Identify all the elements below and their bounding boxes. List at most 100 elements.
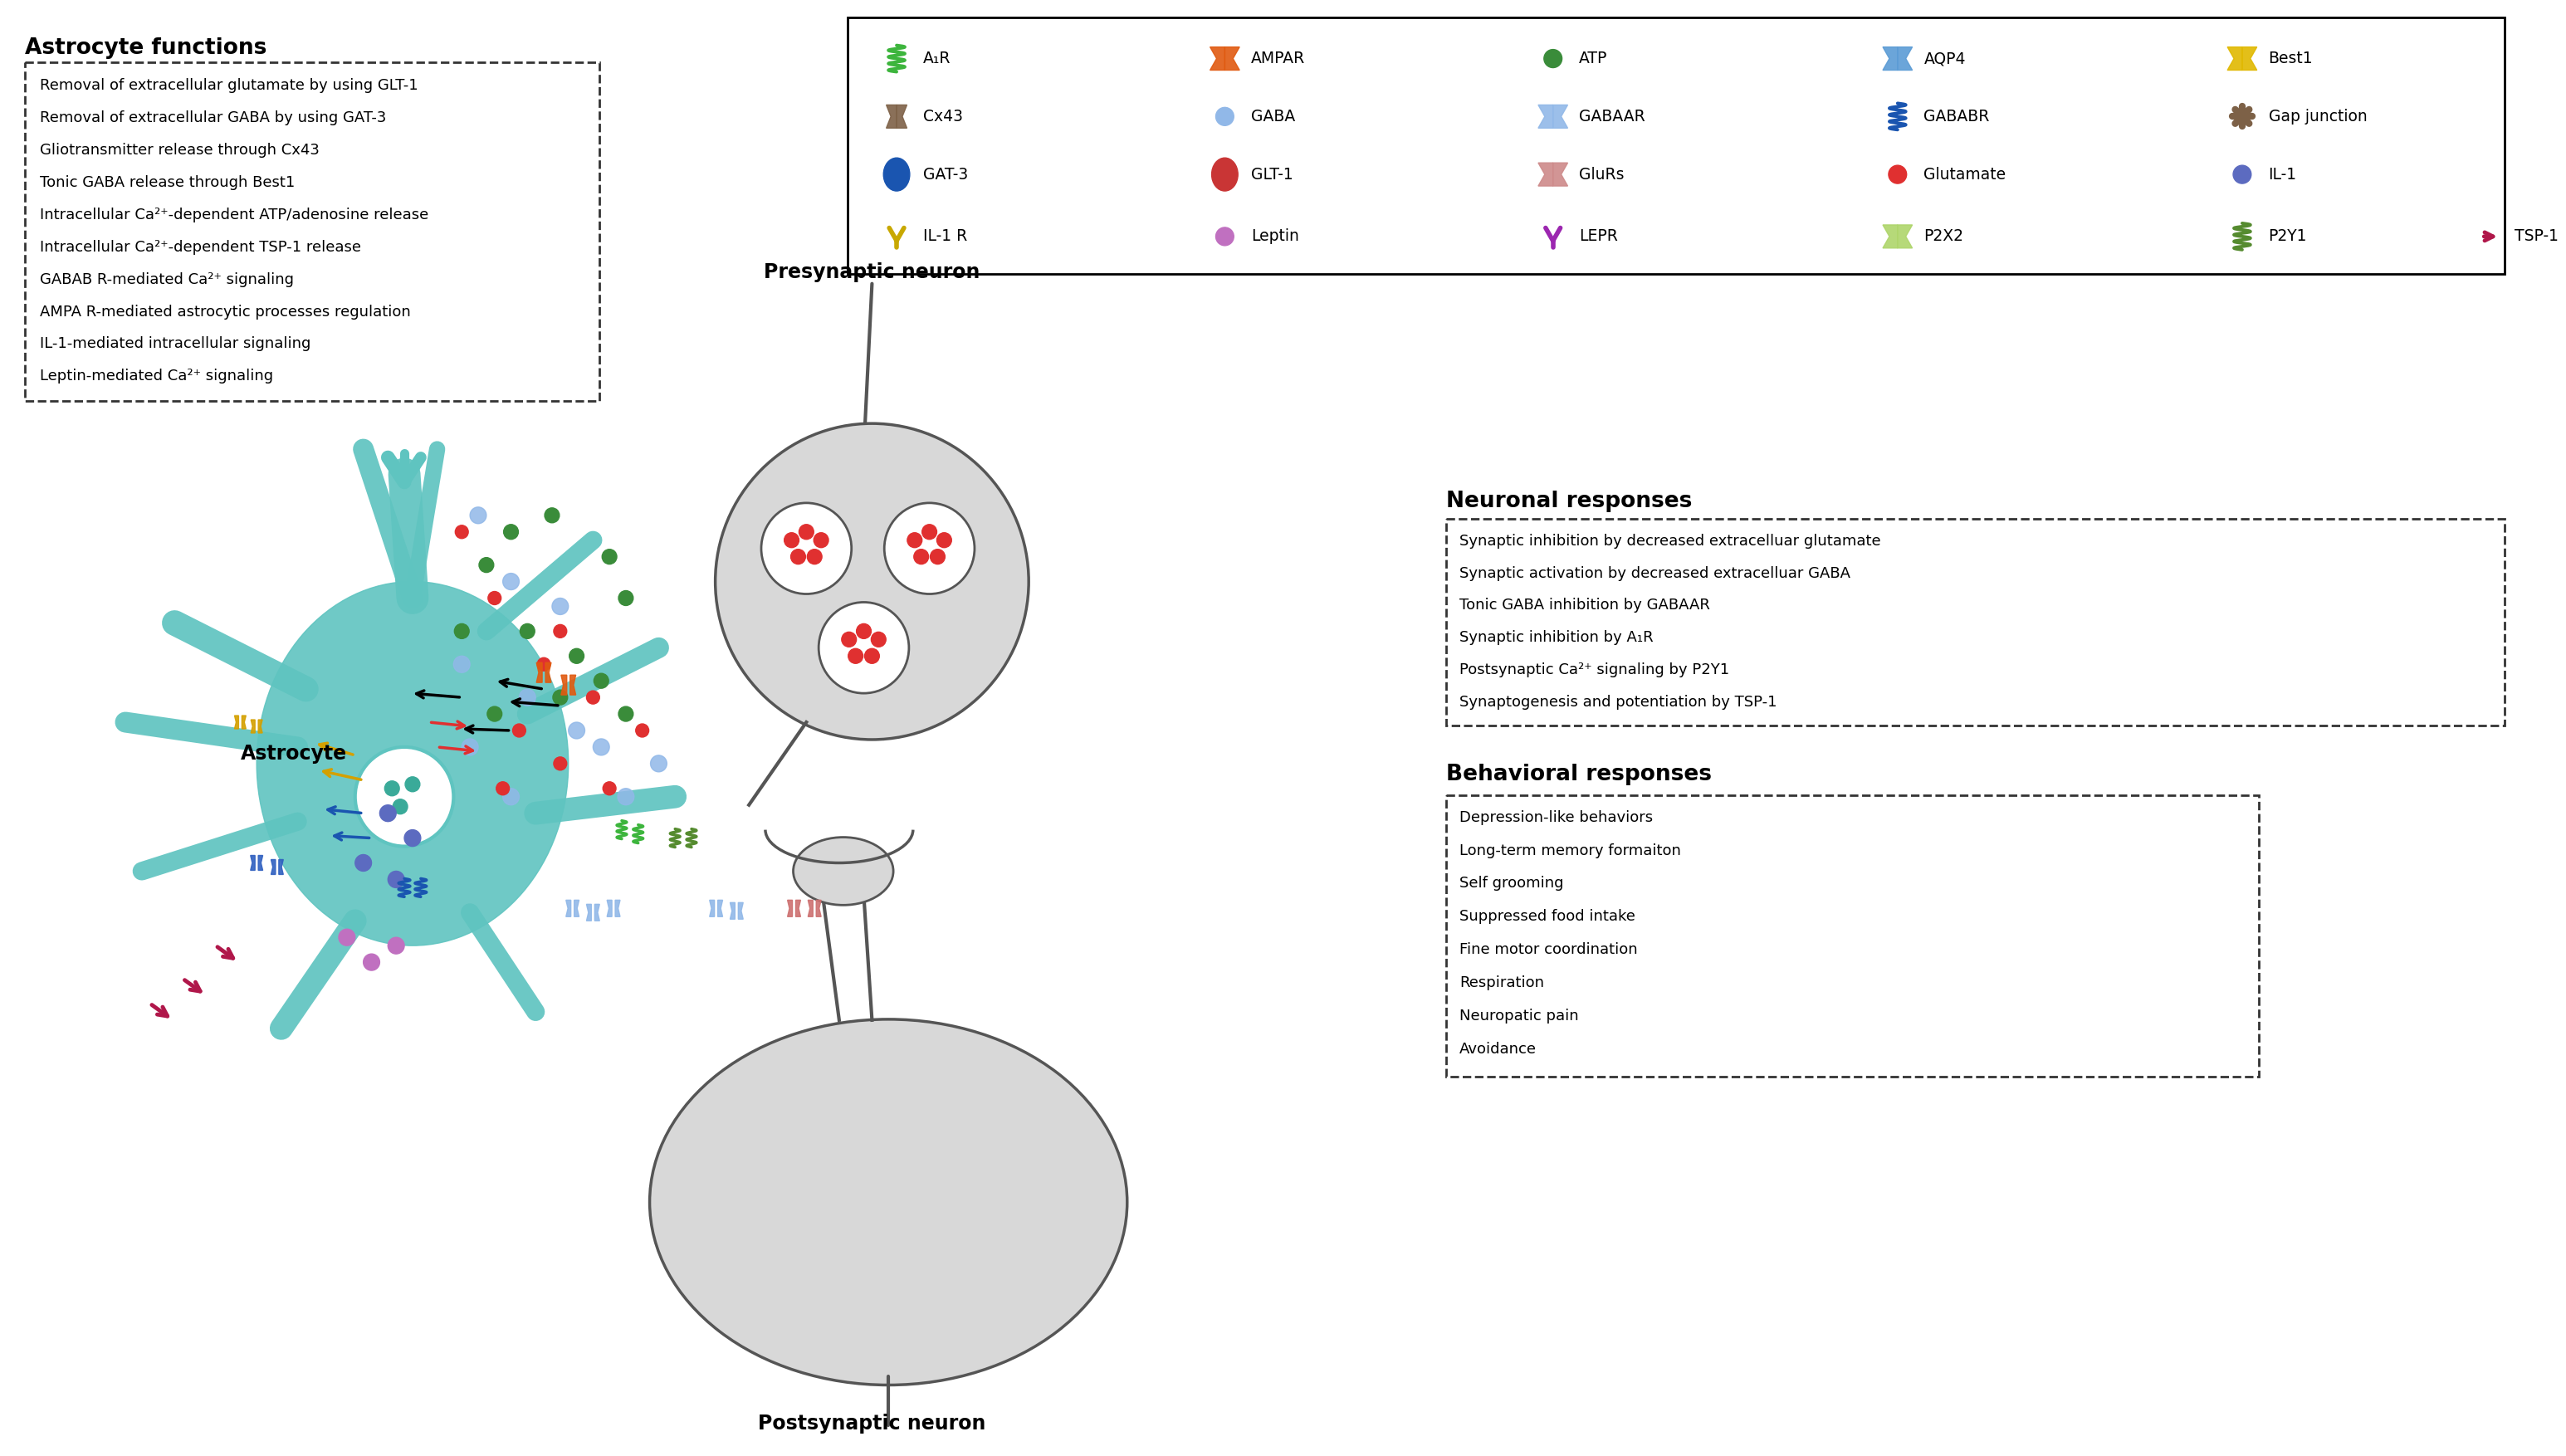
- Circle shape: [454, 526, 470, 539]
- Polygon shape: [608, 900, 611, 917]
- Circle shape: [913, 549, 929, 563]
- Text: Gap junction: Gap junction: [2268, 109, 2366, 124]
- Polygon shape: [1899, 47, 1912, 70]
- Circle shape: [354, 855, 372, 871]
- Text: GLT-1: GLT-1: [1252, 166, 1293, 182]
- Circle shape: [552, 598, 570, 614]
- Text: AMPA R-mediated astrocytic processes regulation: AMPA R-mediated astrocytic processes reg…: [41, 304, 411, 319]
- Polygon shape: [1883, 47, 1899, 70]
- Circle shape: [865, 648, 880, 664]
- Polygon shape: [1537, 163, 1552, 186]
- Circle shape: [603, 782, 616, 795]
- Circle shape: [570, 722, 585, 738]
- Circle shape: [618, 591, 634, 606]
- Circle shape: [462, 738, 477, 756]
- Text: Glutamate: Glutamate: [1924, 166, 2007, 182]
- Polygon shape: [251, 719, 254, 732]
- Circle shape: [454, 623, 470, 639]
- Text: Synaptic activation by decreased extracelluar GABA: Synaptic activation by decreased extrace…: [1460, 566, 1850, 581]
- Circle shape: [808, 549, 821, 563]
- Polygon shape: [616, 900, 621, 917]
- Text: ATP: ATP: [1578, 51, 1609, 67]
- Circle shape: [931, 549, 944, 563]
- Circle shape: [842, 632, 857, 646]
- Text: LEPR: LEPR: [1578, 229, 1619, 245]
- Circle shape: [364, 954, 380, 971]
- Text: Fine motor coordination: Fine motor coordination: [1460, 942, 1637, 957]
- Circle shape: [513, 724, 526, 737]
- Text: GAT-3: GAT-3: [924, 166, 967, 182]
- Circle shape: [521, 623, 534, 639]
- Text: Respiration: Respiration: [1460, 976, 1545, 990]
- Polygon shape: [595, 904, 600, 920]
- Text: Astrocyte: Astrocyte: [241, 744, 346, 763]
- Polygon shape: [588, 904, 590, 920]
- Circle shape: [488, 591, 500, 604]
- Circle shape: [544, 508, 559, 523]
- Ellipse shape: [2232, 166, 2250, 183]
- Ellipse shape: [1889, 166, 1907, 183]
- Circle shape: [593, 738, 611, 756]
- Circle shape: [937, 533, 952, 547]
- Circle shape: [488, 706, 503, 721]
- Polygon shape: [272, 859, 275, 875]
- Circle shape: [552, 690, 567, 705]
- Circle shape: [872, 632, 885, 646]
- Polygon shape: [808, 900, 813, 917]
- Circle shape: [503, 574, 518, 590]
- Circle shape: [588, 690, 600, 705]
- Circle shape: [518, 689, 536, 706]
- Circle shape: [813, 533, 829, 547]
- Text: IL-1-mediated intracellular signaling: IL-1-mediated intracellular signaling: [41, 336, 310, 351]
- Polygon shape: [1537, 105, 1552, 128]
- Text: Tonic GABA release through Best1: Tonic GABA release through Best1: [41, 175, 295, 191]
- Polygon shape: [718, 900, 724, 917]
- Polygon shape: [234, 715, 239, 729]
- Circle shape: [470, 507, 488, 524]
- Circle shape: [405, 778, 421, 792]
- Text: GABA: GABA: [1252, 109, 1296, 124]
- Ellipse shape: [1545, 50, 1563, 67]
- Circle shape: [649, 756, 667, 772]
- Polygon shape: [731, 903, 734, 919]
- Text: P2Y1: P2Y1: [2268, 229, 2307, 245]
- Text: Synaptic inhibition by decreased extracelluar glutamate: Synaptic inhibition by decreased extrace…: [1460, 533, 1881, 549]
- Polygon shape: [1211, 47, 1224, 70]
- Circle shape: [503, 788, 518, 805]
- Circle shape: [554, 625, 567, 638]
- Circle shape: [387, 938, 405, 954]
- Text: AMPAR: AMPAR: [1252, 51, 1306, 67]
- Ellipse shape: [716, 424, 1029, 738]
- Text: Postsynaptic Ca²⁺ signaling by P2Y1: Postsynaptic Ca²⁺ signaling by P2Y1: [1460, 662, 1729, 677]
- FancyBboxPatch shape: [847, 17, 2504, 274]
- Circle shape: [849, 648, 862, 664]
- Text: Self grooming: Self grooming: [1460, 877, 1563, 891]
- Polygon shape: [575, 900, 580, 917]
- Circle shape: [554, 757, 567, 770]
- Text: GABAB R-mediated Ca²⁺ signaling: GABAB R-mediated Ca²⁺ signaling: [41, 272, 295, 287]
- Text: Postsynaptic neuron: Postsynaptic neuron: [757, 1414, 985, 1434]
- Circle shape: [618, 788, 634, 805]
- Circle shape: [785, 533, 798, 547]
- Circle shape: [454, 657, 470, 673]
- Text: GABABR: GABABR: [1924, 109, 1989, 124]
- Polygon shape: [536, 662, 541, 683]
- Circle shape: [385, 780, 400, 796]
- Circle shape: [636, 724, 649, 737]
- Polygon shape: [788, 900, 793, 917]
- Polygon shape: [259, 856, 262, 871]
- Polygon shape: [711, 900, 713, 917]
- Circle shape: [503, 524, 518, 539]
- Polygon shape: [1224, 47, 1239, 70]
- Text: AQP4: AQP4: [1924, 51, 1966, 67]
- Polygon shape: [795, 900, 801, 917]
- Text: Presynaptic neuron: Presynaptic neuron: [765, 262, 980, 282]
- Ellipse shape: [793, 839, 893, 904]
- Text: Depression-like behaviors: Depression-like behaviors: [1460, 810, 1653, 826]
- Text: Neuropatic pain: Neuropatic pain: [1460, 1009, 1578, 1024]
- Polygon shape: [547, 662, 552, 683]
- Polygon shape: [2243, 47, 2258, 70]
- Polygon shape: [1552, 163, 1568, 186]
- Circle shape: [480, 558, 493, 572]
- Text: Intracellular Ca²⁺-dependent TSP-1 release: Intracellular Ca²⁺-dependent TSP-1 relea…: [41, 240, 362, 255]
